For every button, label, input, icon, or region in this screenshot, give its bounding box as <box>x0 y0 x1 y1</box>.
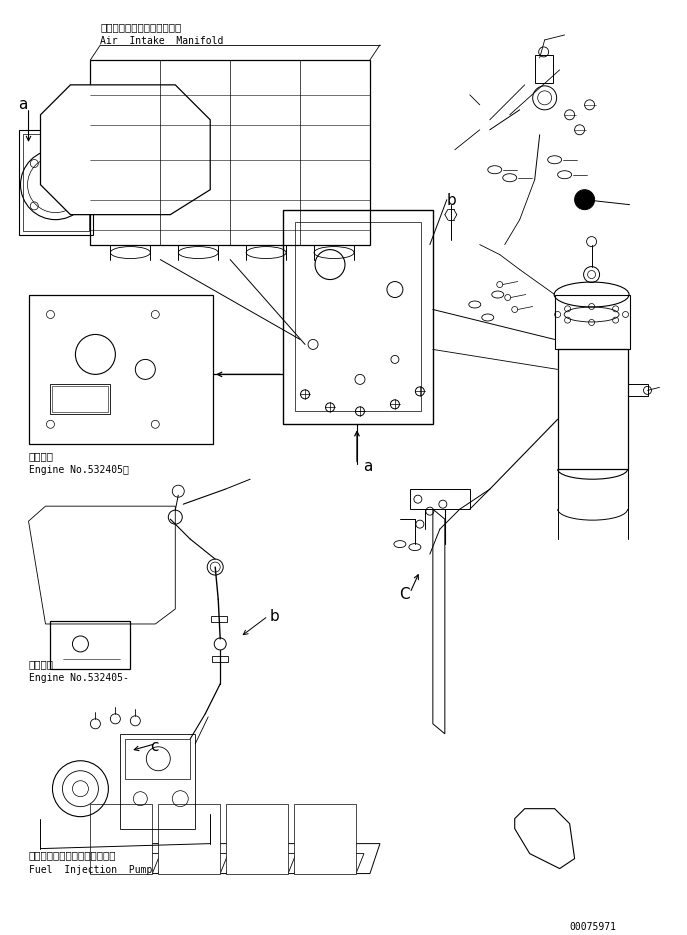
Text: Engine No.532405-: Engine No.532405- <box>29 673 128 683</box>
Bar <box>283 209 433 424</box>
Bar <box>558 350 627 469</box>
Bar <box>554 295 629 350</box>
Text: C: C <box>400 587 410 602</box>
Polygon shape <box>294 854 364 873</box>
Polygon shape <box>433 510 445 734</box>
Polygon shape <box>158 854 228 873</box>
Bar <box>125 739 190 779</box>
Text: 適用号機: 適用号機 <box>29 659 54 669</box>
Polygon shape <box>29 506 175 624</box>
Text: b: b <box>447 193 457 208</box>
Bar <box>91 60 370 245</box>
Text: Engine No.532405～: Engine No.532405～ <box>29 466 128 475</box>
Polygon shape <box>515 809 574 869</box>
Bar <box>295 222 421 411</box>
Polygon shape <box>41 85 210 215</box>
Polygon shape <box>226 854 296 873</box>
Polygon shape <box>158 804 221 873</box>
Text: a: a <box>363 459 372 474</box>
Polygon shape <box>91 804 153 873</box>
Bar <box>410 489 470 510</box>
Text: Fuel  Injection  Pump: Fuel Injection Pump <box>29 865 152 874</box>
Bar <box>534 55 552 83</box>
Bar <box>52 386 109 412</box>
Text: 00075971: 00075971 <box>570 923 617 932</box>
Text: 適用号機: 適用号機 <box>29 452 54 461</box>
Bar <box>627 384 648 396</box>
Bar <box>211 616 227 622</box>
Bar <box>212 656 228 662</box>
Text: a: a <box>18 97 27 112</box>
Polygon shape <box>226 804 288 873</box>
Bar <box>120 734 195 828</box>
Polygon shape <box>294 804 356 873</box>
Bar <box>19 130 93 235</box>
Polygon shape <box>91 854 160 873</box>
Text: Air  Intake  Manifold: Air Intake Manifold <box>100 36 224 46</box>
Bar <box>50 384 111 414</box>
Text: c: c <box>150 739 159 754</box>
Bar <box>23 134 89 231</box>
Bar <box>29 295 213 444</box>
Circle shape <box>574 190 594 209</box>
Text: b: b <box>270 609 280 624</box>
Text: エアーインテークマニホルド: エアーインテークマニホルド <box>100 22 181 32</box>
Text: フェルインジェクションポンプ: フェルインジェクションポンプ <box>29 851 116 860</box>
Bar <box>50 621 131 669</box>
